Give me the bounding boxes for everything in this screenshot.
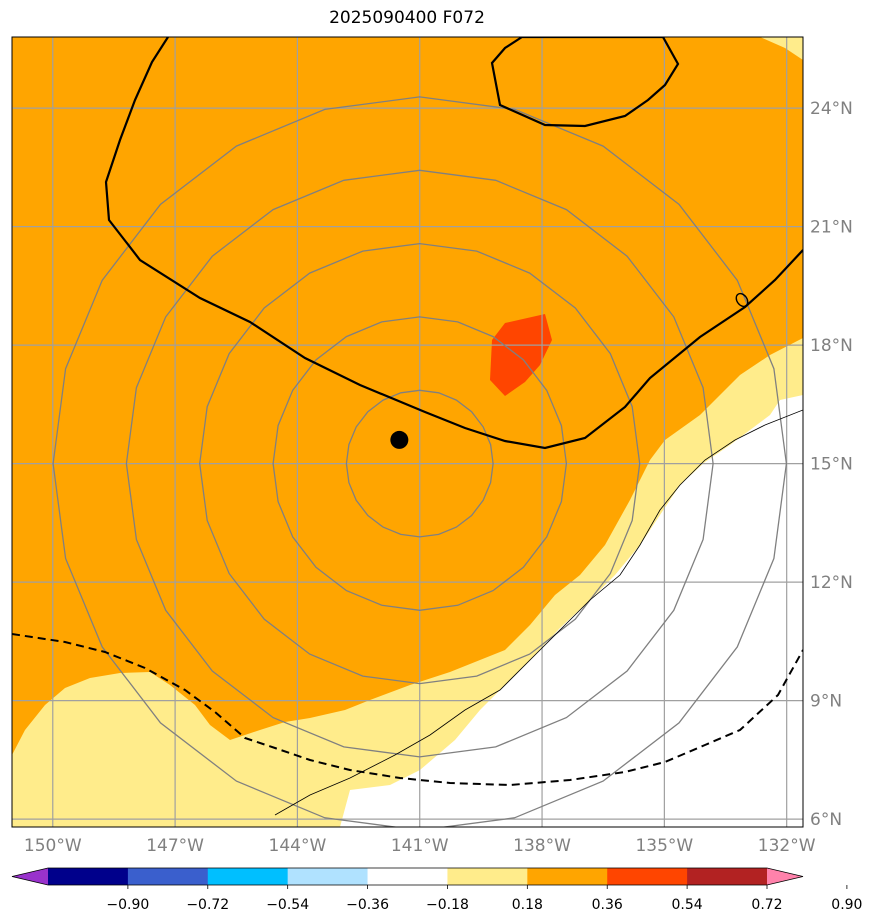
latitude-tick-label: 24°N xyxy=(810,99,853,119)
latitude-tick-label: 18°N xyxy=(810,336,853,356)
field-orange-region xyxy=(12,37,803,755)
latitude-tick-label: 21°N xyxy=(810,218,853,238)
colorbar-tick-label: 0.36 xyxy=(592,897,623,913)
dashed-contour-line xyxy=(12,633,803,787)
colorbar-tick-label: 0.72 xyxy=(751,897,782,913)
colorbar-segment xyxy=(127,868,209,885)
colorbar-segment xyxy=(287,868,369,885)
latitude-tick-label: 15°N xyxy=(810,455,853,475)
field-peak-patch xyxy=(490,314,552,396)
range-ring xyxy=(272,316,568,611)
colorbar-extend-high xyxy=(767,868,803,885)
longitude-labels: 150°W 147°W 144°W 141°W 138°W 135°W 132°W xyxy=(24,836,816,856)
graticule xyxy=(12,37,803,827)
solid-contour-line xyxy=(104,37,803,450)
colorbar-tick-label: −0.72 xyxy=(186,897,229,913)
colorbar-segment xyxy=(607,868,688,885)
colorbar-tick-label: −0.54 xyxy=(266,897,309,913)
longitude-tick-label: 147°W xyxy=(146,836,204,856)
longitude-tick-label: 138°W xyxy=(513,836,571,856)
colorbar-tick-label: −0.18 xyxy=(426,897,469,913)
colorbar-tick-label: −0.90 xyxy=(106,897,149,913)
latitude-tick-label: 12°N xyxy=(810,573,853,593)
range-ring xyxy=(52,96,788,827)
colorbar-segment xyxy=(447,868,528,885)
longitude-tick-label: 135°W xyxy=(635,836,693,856)
longitude-tick-label: 132°W xyxy=(758,836,816,856)
storm-center-marker xyxy=(390,430,409,449)
colorbar-tick-label: 0.54 xyxy=(672,897,703,913)
thin-contour-line xyxy=(274,409,803,816)
colorbar-segment xyxy=(207,868,289,885)
colorbar-tick-label: 0.18 xyxy=(512,897,543,913)
longitude-tick-label: 141°W xyxy=(391,836,449,856)
colorbar-extend-low xyxy=(12,868,48,885)
range-ring xyxy=(345,389,494,538)
colorbar-tick-label: 0.90 xyxy=(831,897,862,913)
map-frame xyxy=(11,36,804,828)
latitude-labels: 6°N 9°N 12°N 15°N 18°N 21°N 24°N xyxy=(810,99,853,830)
range-rings xyxy=(52,96,788,827)
tiny-contour-loop xyxy=(735,292,749,308)
map-title: 2025090400 F072 xyxy=(329,8,485,28)
longitude-tick-label: 144°W xyxy=(269,836,327,856)
map-panel xyxy=(12,37,803,827)
closed-contour-line xyxy=(490,37,680,128)
latitude-tick-label: 9°N xyxy=(810,692,842,712)
colorbar-tick-label: −0.36 xyxy=(346,897,389,913)
latitude-tick-label: 6°N xyxy=(810,810,842,830)
range-ring xyxy=(199,242,641,685)
colorbar-segment xyxy=(687,868,768,885)
range-ring xyxy=(125,169,714,758)
colorbar-segment xyxy=(48,868,129,885)
colorbar-segment xyxy=(527,868,608,885)
colorbar-outline xyxy=(11,867,804,886)
colorbar: −0.90 −0.72 −0.54 −0.36 −0.18 0.18 0.36 0.54 0.7… xyxy=(11,867,862,913)
colorbar-segment xyxy=(367,868,448,885)
longitude-tick-label: 150°W xyxy=(24,836,82,856)
